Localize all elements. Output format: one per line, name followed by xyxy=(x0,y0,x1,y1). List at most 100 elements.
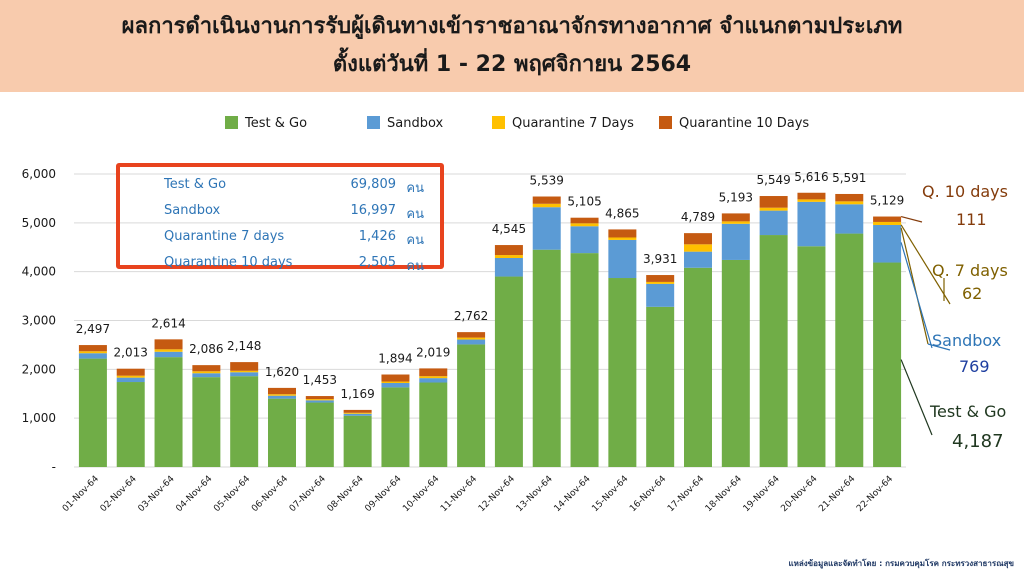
bar-total-label: 4,789 xyxy=(681,210,715,224)
summary-label: Quarantine 7 days xyxy=(164,229,285,244)
source-note: แหล่งข้อมูลและจัดทำโดย : กรมควบคุมโรค กร… xyxy=(788,559,1014,568)
bar-segment xyxy=(873,221,902,225)
legend-label: Quarantine 10 Days xyxy=(679,116,809,131)
bar-segment xyxy=(721,259,750,467)
bar-segment xyxy=(684,233,712,245)
x-tick-label: 11-Nov-64 xyxy=(439,474,479,514)
bar-total-label: 5,616 xyxy=(794,170,828,184)
legend-label: Test & Go xyxy=(244,116,307,131)
bar-total-label: 1,169 xyxy=(340,387,374,401)
x-tick-label: 17-Nov-64 xyxy=(666,474,706,514)
bar-segment xyxy=(873,216,902,222)
bar-total-label: 5,591 xyxy=(832,171,866,185)
x-tick-label: 03-Nov-64 xyxy=(137,474,177,514)
bar-total-label: 5,105 xyxy=(567,195,601,209)
annotation-testgo-value: 4,187 xyxy=(952,431,1004,452)
bar-segment xyxy=(532,196,561,204)
bar-segment xyxy=(230,362,259,371)
y-tick-label: 1,000 xyxy=(22,411,56,425)
bar-segment xyxy=(268,398,296,467)
summary-row-sandbox: Sandbox 16,997 คน xyxy=(164,199,430,223)
bar-segment xyxy=(608,239,637,279)
bar-segment xyxy=(797,199,826,202)
y-tick-label: - xyxy=(52,460,56,474)
bar-segment xyxy=(419,376,448,379)
bar-total-label: 2,148 xyxy=(227,339,261,353)
x-tick-label: 21-Nov-64 xyxy=(817,474,857,514)
x-tick-label: 04-Nov-64 xyxy=(174,474,214,514)
bar-segment xyxy=(494,257,523,277)
summary-value: 2,505 xyxy=(358,255,396,270)
summary-row-quarantine-7: Quarantine 7 days 1,426 คน xyxy=(164,225,430,249)
summary-unit: คน xyxy=(406,259,424,274)
bar-segment xyxy=(78,353,107,359)
bar-segment xyxy=(835,204,864,234)
bar-segment xyxy=(305,402,334,467)
bar-segment xyxy=(343,412,372,414)
bar-segment xyxy=(608,237,637,240)
bar-segment xyxy=(835,193,864,202)
bar-total-label: 1,620 xyxy=(265,365,299,379)
legend-label: Quarantine 7 Days xyxy=(512,116,634,131)
bar-segment xyxy=(457,332,486,338)
summary-value: 69,809 xyxy=(350,177,397,192)
annotation-leader-line xyxy=(900,215,923,223)
x-tick-label: 18-Nov-64 xyxy=(704,474,744,514)
bar-segment xyxy=(646,275,675,282)
bar-segment xyxy=(457,344,486,467)
y-tick-label: 2,000 xyxy=(22,362,56,376)
annotation-leader-line xyxy=(900,242,933,349)
bar-total-label: 2,019 xyxy=(416,345,450,359)
annotation-sandbox-label: Sandbox xyxy=(932,331,1002,350)
bar-segment xyxy=(721,223,750,260)
bar-segment xyxy=(419,368,448,377)
annotation-testgo-label: Test & Go xyxy=(930,402,1007,421)
bar-segment xyxy=(721,213,750,222)
bar-segment xyxy=(532,207,561,250)
bar-segment xyxy=(268,387,296,395)
bar-segment xyxy=(759,196,788,208)
bar-segment xyxy=(646,281,675,284)
x-tick-label: 01-Nov-64 xyxy=(61,474,101,514)
bar-total-label: 4,545 xyxy=(492,222,526,236)
bar-total-label: 2,086 xyxy=(189,342,223,356)
bar-segment xyxy=(419,382,448,467)
summary-value: 16,997 xyxy=(350,203,397,218)
bar-segment xyxy=(381,387,410,467)
x-tick-label: 09-Nov-64 xyxy=(363,474,403,514)
bar-segment xyxy=(78,345,107,352)
x-tick-label: 08-Nov-64 xyxy=(326,474,366,514)
bar-segment xyxy=(797,192,826,200)
bar-segment xyxy=(457,337,486,340)
bar-segment xyxy=(305,396,334,400)
bar-total-label: 5,193 xyxy=(719,190,753,204)
bar-segment xyxy=(532,203,561,208)
bar-total-label: 3,931 xyxy=(643,252,677,266)
bar-segment xyxy=(305,399,334,401)
bar-segment xyxy=(873,262,902,467)
bar-segment xyxy=(116,382,145,467)
bar-segment xyxy=(192,377,221,467)
annotation-sandbox-value: 769 xyxy=(959,357,990,376)
summary-box: Test & Go 69,809 คน Sandbox 16,997 คน Qu… xyxy=(116,163,444,274)
annotation-leader-line xyxy=(900,224,951,305)
x-tick-label: 02-Nov-64 xyxy=(99,474,139,514)
bar-segment xyxy=(116,375,145,378)
x-tick-label: 06-Nov-64 xyxy=(250,474,290,514)
summary-unit: คน xyxy=(406,181,424,196)
bar-segment xyxy=(154,349,183,352)
bar-segment xyxy=(684,267,712,467)
bar-segment xyxy=(646,306,675,467)
summary-row-quarantine-10: Quarantine 10 days 2,505 คน xyxy=(164,251,430,275)
bar-total-label: 1,453 xyxy=(303,373,337,387)
bar-segment xyxy=(873,224,902,263)
bar-total-label: 2,614 xyxy=(151,316,185,330)
bar-segment xyxy=(608,229,637,238)
bar-segment xyxy=(381,381,410,384)
bar-segment xyxy=(78,358,107,467)
x-tick-label: 05-Nov-64 xyxy=(212,474,252,514)
bar-segment xyxy=(116,377,145,383)
x-tick-label: 13-Nov-64 xyxy=(515,474,555,514)
bar-segment xyxy=(835,201,864,205)
x-tick-label: 22-Nov-64 xyxy=(855,474,895,514)
